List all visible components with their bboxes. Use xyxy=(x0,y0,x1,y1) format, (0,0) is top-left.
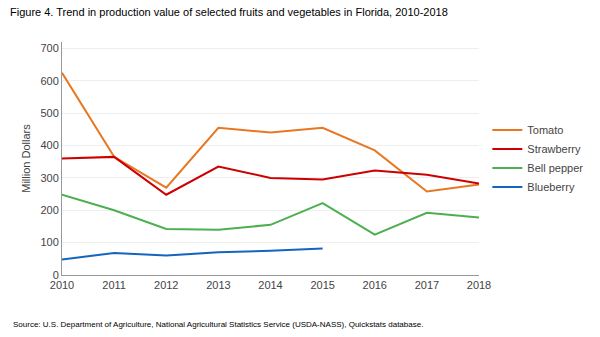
svg-text:2013: 2013 xyxy=(206,279,230,291)
svg-text:2018: 2018 xyxy=(467,279,491,291)
svg-text:Source: U.S. Department of Agr: Source: U.S. Department of Agriculture, … xyxy=(13,320,423,329)
svg-text:2016: 2016 xyxy=(363,279,387,291)
svg-text:Figure 4. Trend in production: Figure 4. Trend in production value of s… xyxy=(10,6,448,18)
svg-text:2017: 2017 xyxy=(415,279,439,291)
svg-text:2011: 2011 xyxy=(102,279,126,291)
svg-text:2015: 2015 xyxy=(310,279,334,291)
svg-text:200: 200 xyxy=(40,204,58,216)
svg-text:Blueberry: Blueberry xyxy=(527,181,575,193)
svg-text:400: 400 xyxy=(40,139,58,151)
svg-text:600: 600 xyxy=(40,75,58,87)
svg-text:Bell pepper: Bell pepper xyxy=(527,162,583,174)
svg-text:0: 0 xyxy=(53,269,59,281)
svg-text:100: 100 xyxy=(40,236,58,248)
svg-text:500: 500 xyxy=(40,107,58,119)
svg-text:300: 300 xyxy=(40,172,58,184)
svg-text:Million Dollars: Million Dollars xyxy=(20,124,32,193)
svg-text:2010: 2010 xyxy=(50,279,74,291)
svg-text:Strawberry: Strawberry xyxy=(527,143,581,155)
svg-text:2012: 2012 xyxy=(154,279,178,291)
svg-text:Tomato: Tomato xyxy=(527,124,563,136)
svg-text:700: 700 xyxy=(40,42,58,54)
svg-text:2014: 2014 xyxy=(258,279,282,291)
